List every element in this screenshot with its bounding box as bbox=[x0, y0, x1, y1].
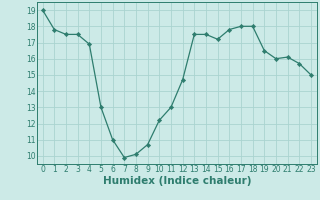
X-axis label: Humidex (Indice chaleur): Humidex (Indice chaleur) bbox=[102, 176, 251, 186]
